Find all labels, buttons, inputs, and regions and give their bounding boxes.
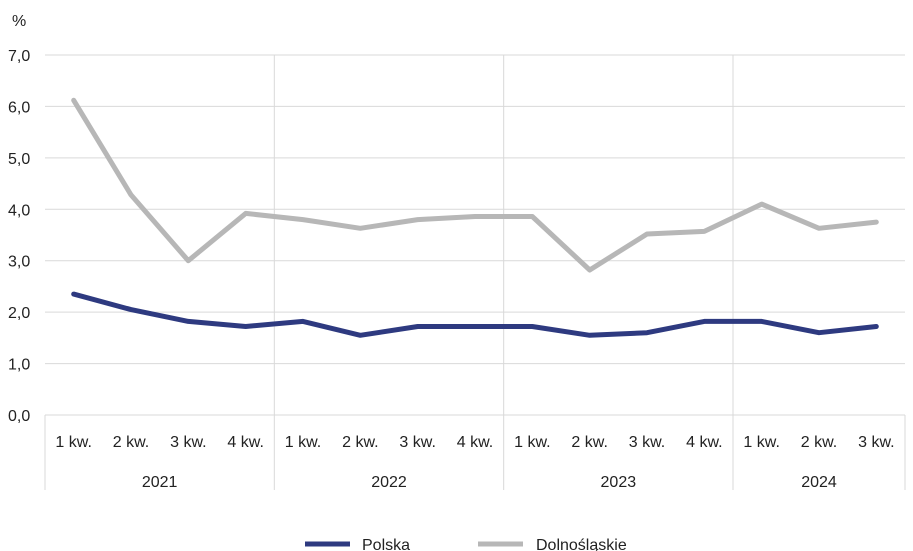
x-tick-label: 1 kw. (285, 434, 321, 451)
series-line-polska (71, 291, 879, 338)
x-tick-label: 1 kw. (743, 434, 779, 451)
x-tick-label: 2 kw. (801, 434, 837, 451)
x-tick-label: 4 kw. (457, 434, 493, 451)
x-tick-label: 1 kw. (514, 434, 550, 451)
x-tick-label: 2 kw. (113, 434, 149, 451)
legend: Polska Dolnośląskie (305, 537, 627, 551)
y-axis-unit-label: % (12, 13, 26, 30)
legend-label-polska: Polska (362, 537, 410, 551)
x-axis-ticks: 1 kw. 2 kw. 3 kw. 4 kw. 1 kw. 2 kw. 3 kw. 4 kw.… (55, 434, 894, 451)
legend-label-dolnoslaskie: Dolnośląskie (536, 537, 627, 551)
x-tick-label: 3 kw. (170, 434, 206, 451)
x-tick-label: 4 kw. (227, 434, 263, 451)
y-tick-label: 6,0 (8, 99, 30, 116)
x-tick-label: 4 kw. (686, 434, 722, 451)
y-tick-label: 5,0 (8, 151, 30, 168)
y-axis-ticks: 0,0 1,0 2,0 3,0 4,0 5,0 6,0 7,0 (8, 48, 30, 425)
x-group-label: 2023 (601, 474, 637, 491)
x-group-label: 2024 (801, 474, 837, 491)
x-tick-label: 3 kw. (858, 434, 894, 451)
y-tick-label: 7,0 (8, 48, 30, 65)
x-group-label: 2022 (371, 474, 407, 491)
x-tick-label: 2 kw. (342, 434, 378, 451)
y-tick-label: 0,0 (8, 408, 30, 425)
y-tick-label: 3,0 (8, 254, 30, 271)
x-tick-label: 3 kw. (399, 434, 435, 451)
x-axis-year-groups: 2021 2022 2023 2024 (142, 474, 837, 491)
x-tick-label: 2 kw. (571, 434, 607, 451)
x-tick-label: 3 kw. (629, 434, 665, 451)
x-tick-label: 1 kw. (55, 434, 91, 451)
series-line-dolnoslaskie (71, 97, 879, 273)
y-tick-label: 2,0 (8, 305, 30, 322)
y-tick-label: 4,0 (8, 202, 30, 219)
y-tick-label: 1,0 (8, 357, 30, 374)
gridlines (44, 54, 906, 490)
x-group-label: 2021 (142, 474, 178, 491)
series-lines (71, 97, 879, 338)
